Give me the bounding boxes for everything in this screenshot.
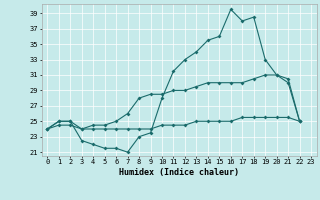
X-axis label: Humidex (Indice chaleur): Humidex (Indice chaleur)	[119, 168, 239, 177]
